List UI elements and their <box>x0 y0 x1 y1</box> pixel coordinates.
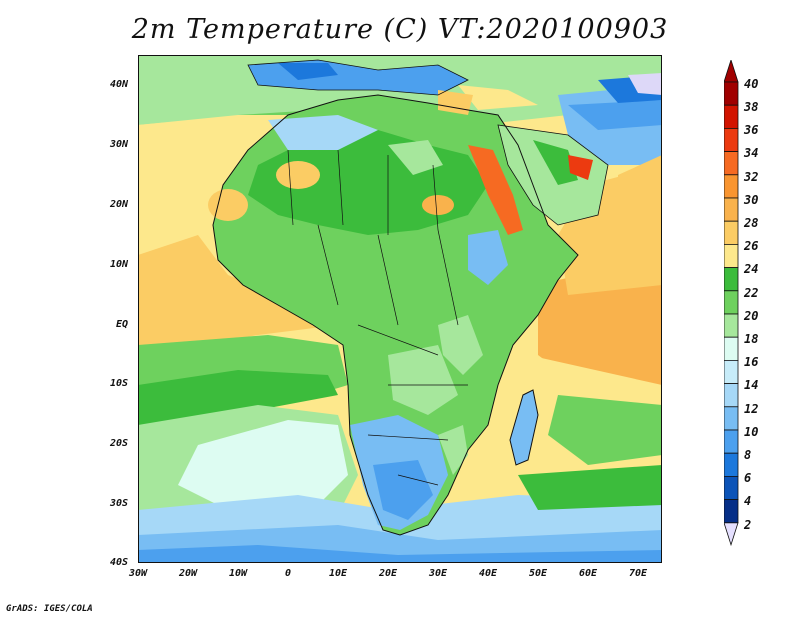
colorbar-cell <box>724 336 739 361</box>
colorbar-bottom-triangle <box>724 522 739 547</box>
colorbar-label-32: 32 <box>744 170 759 184</box>
colorbar-cell <box>724 81 739 106</box>
colorbar-cell <box>724 383 739 408</box>
colorbar-cell <box>724 267 739 292</box>
colorbar-cell <box>724 475 739 500</box>
colorbar-label-18: 18 <box>744 332 759 346</box>
colorbar-label-38: 38 <box>744 100 759 114</box>
colorbar-cell <box>724 313 739 338</box>
lat-label-10s: 10S <box>109 378 128 389</box>
lat-label-30s: 30S <box>109 498 128 509</box>
lon-label-60e: 60E <box>578 568 598 579</box>
lat-label-30n: 30N <box>109 139 128 150</box>
temperature-map <box>138 55 662 563</box>
colorbar-cell <box>724 128 739 153</box>
colorbar-label-14: 14 <box>744 378 759 392</box>
colorbar-label-36: 36 <box>744 123 759 137</box>
colorbar-cell <box>724 406 739 431</box>
colorbar-cell <box>724 429 739 454</box>
colorbar-cell <box>724 151 739 176</box>
colorbar-label-2: 2 <box>744 518 752 532</box>
colorbar-label-28: 28 <box>744 216 759 230</box>
lon-label-40e: 40E <box>478 568 498 579</box>
colorbar-top-triangle <box>724 60 739 83</box>
lon-label-30e: 30E <box>428 568 448 579</box>
lat-label-20n: 20N <box>109 199 128 210</box>
lon-label-30w: 30W <box>128 568 148 579</box>
colorbar-cell <box>724 104 739 129</box>
colorbar-cell <box>724 290 739 315</box>
colorbar-label-30: 30 <box>744 193 759 207</box>
colorbar-label-16: 16 <box>744 355 759 369</box>
colorbar-label-22: 22 <box>744 286 759 300</box>
map-title: 2m Temperature (C) VT:2020100903 <box>131 14 669 45</box>
colorbar-cell <box>724 197 739 222</box>
lon-label-10e: 10E <box>328 568 348 579</box>
colorbar-cell <box>724 452 739 477</box>
lat-label-10n: 10N <box>109 259 128 270</box>
lon-label-10w: 10W <box>228 568 248 579</box>
colorbar-label-40: 40 <box>744 77 759 91</box>
colorbar-cell <box>724 359 739 384</box>
lon-label-20e: 20E <box>378 568 398 579</box>
lat-label-eq: EQ <box>115 319 128 330</box>
colorbar-label-10: 10 <box>744 425 759 439</box>
colorbar-cell <box>724 243 739 268</box>
colorbar-label-4: 4 <box>744 494 752 508</box>
lon-label-50e: 50E <box>528 568 548 579</box>
colorbar-cell <box>724 220 739 245</box>
colorbar-label-6: 6 <box>744 471 752 485</box>
colorbar-label-8: 8 <box>744 448 752 462</box>
lat-label-40s: 40S <box>109 557 128 568</box>
colorbar-cell <box>724 499 739 524</box>
lon-label-0: 0 <box>284 568 292 579</box>
colorbar-label-24: 24 <box>744 262 759 276</box>
lon-label-70e: 70E <box>628 568 648 579</box>
grads-credit: GrADS: IGES/COLA <box>6 604 93 614</box>
lon-label-20w: 20W <box>178 568 198 579</box>
colorbar-label-34: 34 <box>744 146 759 160</box>
colorbar-label-12: 12 <box>744 402 759 416</box>
persian-gulf <box>568 155 593 180</box>
red-sea <box>468 145 523 235</box>
colorbar-label-20: 20 <box>744 309 759 323</box>
colorbar-label-26: 26 <box>744 239 759 253</box>
colorbar-cell <box>724 174 739 199</box>
colorbar <box>724 60 739 547</box>
lat-label-20s: 20S <box>109 438 128 449</box>
lat-label-40n: 40N <box>109 79 128 90</box>
